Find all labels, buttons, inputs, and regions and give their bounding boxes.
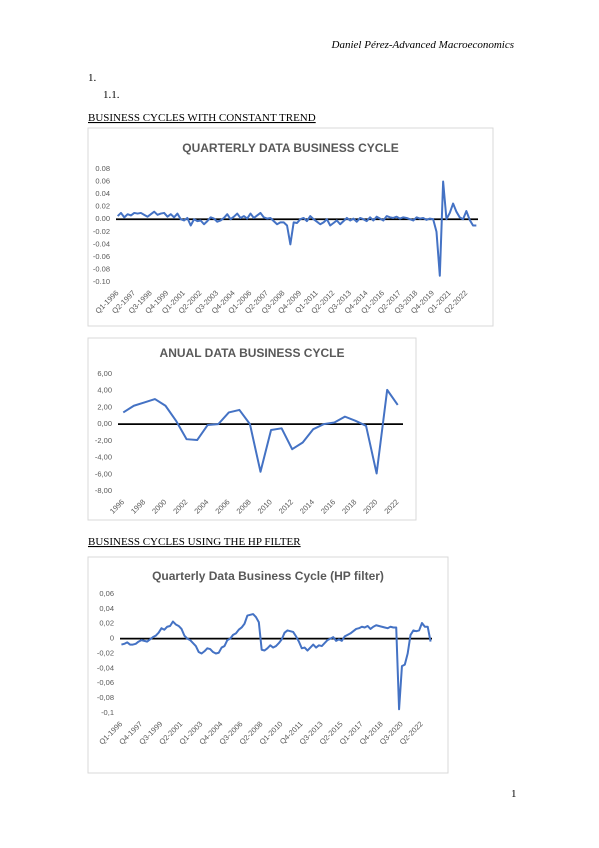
page-header: Daniel Pérez-Advanced Macroeconomics: [331, 39, 514, 51]
y-tick-label: -4,00: [95, 453, 112, 462]
y-tick-label: -8,00: [95, 486, 112, 495]
y-tick-label: 0,04: [99, 604, 114, 613]
y-tick-label: 4,00: [97, 386, 112, 395]
chart-title: ANUAL DATA BUSINESS CYCLE: [160, 346, 345, 360]
data-line: [122, 388, 399, 475]
chart-frame: [87, 127, 494, 327]
y-tick-label: -0.10: [93, 277, 110, 286]
section-heading: BUSINESS CYCLES USING THE HP FILTER: [88, 536, 301, 548]
y-tick-label: 0,06: [99, 589, 114, 598]
y-tick-label: 0.04: [95, 189, 110, 198]
y-tick-label: 0.00: [95, 214, 110, 223]
chart-title: Quarterly Data Business Cycle (HP filter…: [152, 569, 384, 583]
y-tick-label: -0,02: [97, 648, 114, 657]
y-tick-label: 0,02: [99, 619, 114, 628]
chart-frame: [87, 556, 449, 774]
y-tick-label: 0.06: [95, 177, 110, 186]
y-tick-label: 2,00: [97, 402, 112, 411]
y-tick-label: -0.04: [93, 239, 110, 248]
list-number: 1.1.: [103, 89, 120, 101]
y-tick-label: -0.08: [93, 264, 110, 273]
y-tick-label: 0: [110, 634, 114, 643]
y-tick-label: -0,04: [97, 663, 114, 672]
section-heading: BUSINESS CYCLES WITH CONSTANT TREND: [88, 112, 316, 124]
y-tick-label: -0,1: [101, 708, 114, 717]
y-tick-label: -0.02: [93, 227, 110, 236]
data-line: [121, 613, 432, 711]
y-tick-label: 0.08: [95, 164, 110, 173]
y-tick-label: 6,00: [97, 369, 112, 378]
y-tick-label: -2,00: [95, 436, 112, 445]
page-number: 1: [511, 788, 517, 800]
y-tick-label: -0,06: [97, 678, 114, 687]
y-tick-label: 0,00: [97, 419, 112, 428]
list-number: 1.: [88, 72, 97, 84]
y-tick-label: 0.02: [95, 202, 110, 211]
y-tick-label: -0.06: [93, 252, 110, 261]
data-line: [116, 180, 477, 277]
y-tick-label: -6,00: [95, 469, 112, 478]
chart-title: QUARTERLY DATA BUSINESS CYCLE: [182, 141, 398, 155]
y-tick-label: -0,08: [97, 693, 114, 702]
